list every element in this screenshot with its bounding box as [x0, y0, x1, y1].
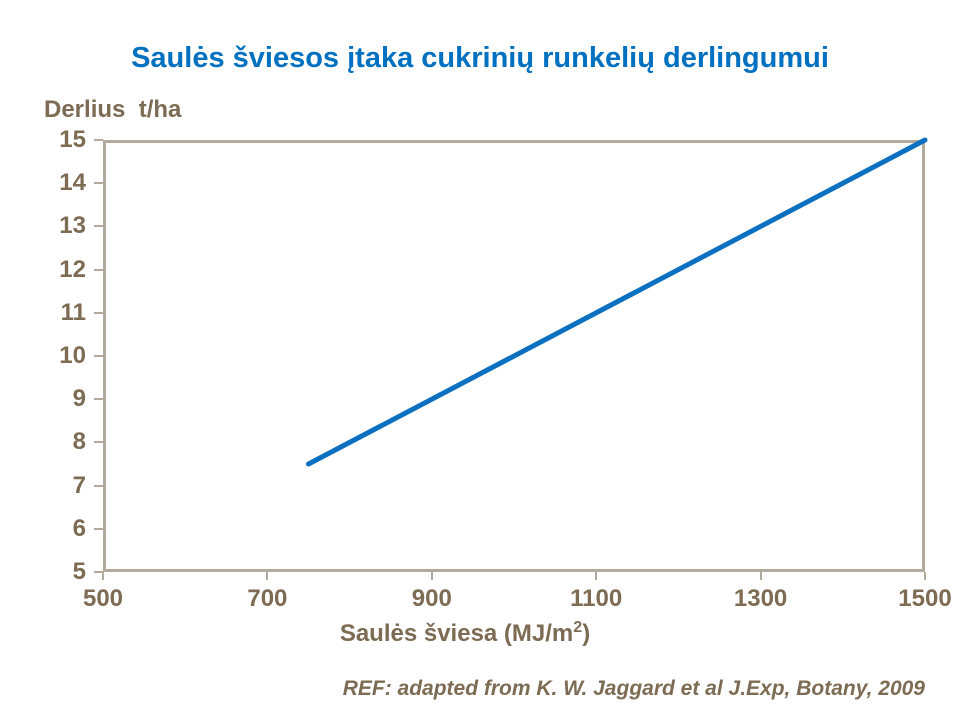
x-axis-title-close: ) [582, 620, 591, 647]
y-tick-label: 13 [59, 212, 86, 240]
y-tick-label: 6 [72, 514, 86, 542]
y-tick-label: 9 [72, 385, 86, 413]
x-tick-mark [430, 572, 433, 580]
y-tick-mark [94, 139, 103, 141]
x-tick-label: 700 [247, 585, 288, 612]
y-tick-mark [94, 225, 103, 228]
y-tick-label: 8 [72, 428, 86, 456]
y-tick-mark [94, 268, 103, 271]
x-tick-mark [595, 572, 598, 580]
plot-area [103, 140, 925, 572]
x-tick-mark [266, 572, 269, 580]
y-axis-title: Derlius t/ha [44, 96, 182, 123]
y-tick-label: 7 [72, 471, 86, 499]
y-tick-label: 12 [59, 255, 86, 283]
reference-text: REF: adapted from K. W. Jaggard et al J.… [342, 677, 925, 700]
y-tick-label: 11 [60, 298, 86, 326]
y-tick-mark [94, 311, 103, 314]
x-tick-label: 900 [411, 585, 452, 612]
y-tick-mark [94, 182, 103, 185]
x-tick-label: 1100 [570, 585, 623, 612]
y-tick-label: 14 [59, 169, 86, 197]
y-tick-mark [94, 398, 103, 401]
y-tick-mark [94, 355, 103, 357]
y-tick-mark [94, 527, 103, 530]
x-tick-mark [759, 572, 762, 580]
x-tick-label: 500 [82, 585, 124, 612]
chart-title: Saulės šviesos įtaka cukrinių runkelių d… [131, 42, 829, 74]
x-tick-mark [924, 572, 926, 580]
x-axis-title-text: Saulės šviesa (MJ/m [339, 620, 574, 647]
x-axis-title: Saulės šviesa (MJ/m2) [0, 620, 930, 648]
y-tick-label: 5 [72, 558, 86, 585]
x-tick-label: 1500 [898, 585, 952, 612]
x-tick-mark [102, 572, 104, 580]
x-axis-title-superscript: 2 [573, 619, 583, 636]
y-tick-mark [94, 571, 103, 573]
x-tick-label: 1300 [733, 585, 788, 612]
y-tick-label: 10 [59, 342, 86, 369]
y-tick-label: 15 [59, 126, 86, 153]
y-tick-mark [94, 441, 103, 444]
y-tick-mark [94, 484, 103, 487]
